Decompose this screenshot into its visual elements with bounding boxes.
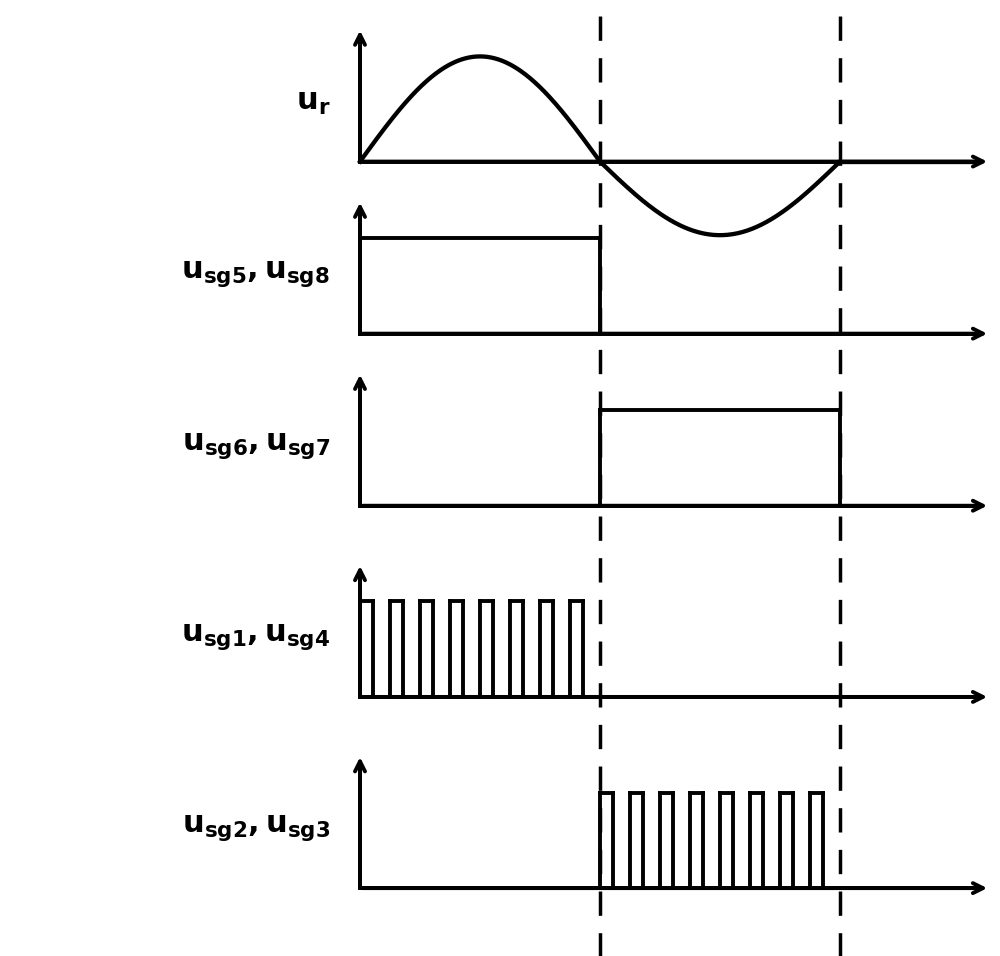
- Text: $\mathbf{u_{sg2},u_{sg3}}$: $\mathbf{u_{sg2},u_{sg3}}$: [182, 813, 330, 843]
- Text: $\mathbf{u_r}$: $\mathbf{u_r}$: [296, 86, 330, 117]
- Text: $\mathbf{u_{sg6},u_{sg7}}$: $\mathbf{u_{sg6},u_{sg7}}$: [182, 430, 330, 461]
- Text: $\mathbf{u_{sg5},u_{sg8}}$: $\mathbf{u_{sg5},u_{sg8}}$: [181, 258, 330, 289]
- Text: $\mathbf{u_{sg1},u_{sg4}}$: $\mathbf{u_{sg1},u_{sg4}}$: [181, 621, 330, 652]
